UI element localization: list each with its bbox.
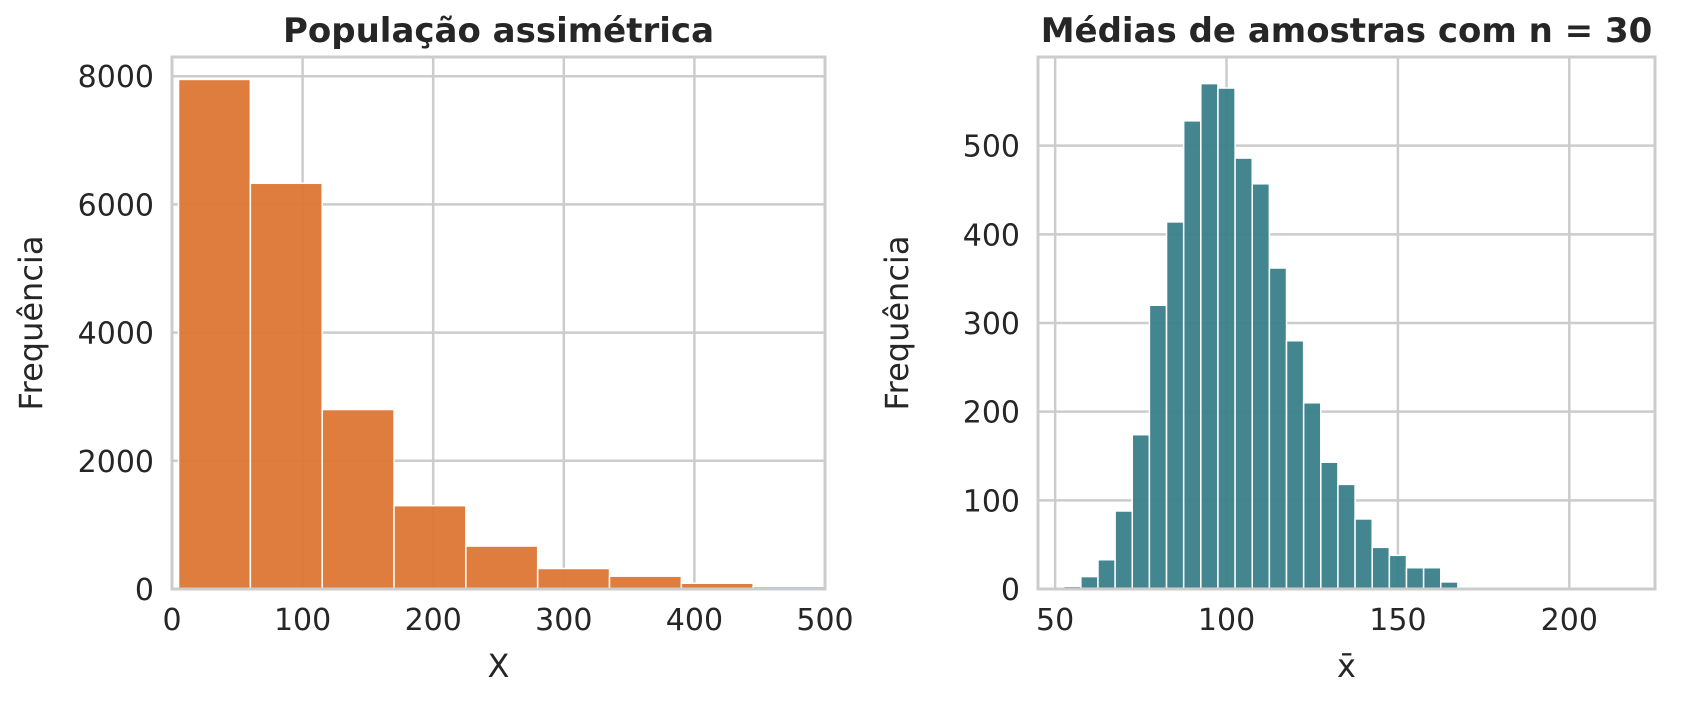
x-tick-labels: 0 100 200 300 400 500 xyxy=(162,603,853,638)
x-tick-label: 300 xyxy=(535,603,592,638)
plot-frame xyxy=(170,55,827,591)
histogram-bar xyxy=(608,575,683,590)
y-tick-label: 400 xyxy=(963,218,1020,253)
y-tick-label: 500 xyxy=(963,130,1020,165)
y-tick-label: 4000 xyxy=(78,317,154,352)
y-tick-labels: 0 2000 4000 6000 8000 xyxy=(78,60,154,608)
x-tick-label: 100 xyxy=(1198,603,1255,638)
y-tick-label: 0 xyxy=(135,573,154,608)
plot-frame xyxy=(1036,55,1657,591)
histogram-bar xyxy=(1354,518,1373,590)
chart-title: População assimétrica xyxy=(283,11,714,51)
x-tick-label: 500 xyxy=(796,603,853,638)
histogram-bar xyxy=(1114,510,1134,590)
y-tick-label: 100 xyxy=(963,484,1020,519)
bars xyxy=(177,78,826,590)
histogram-bar xyxy=(1217,87,1236,590)
histogram-bar xyxy=(1200,82,1219,590)
histogram-bar xyxy=(1337,483,1356,590)
y-tick-label: 0 xyxy=(1001,573,1020,608)
y-tick-labels: 0 100 200 300 400 500 xyxy=(963,130,1020,608)
chart-title: Médias de amostras com n = 30 xyxy=(1041,11,1653,51)
x-tick-label: 100 xyxy=(274,603,331,638)
histogram-bar xyxy=(177,78,252,590)
x-tick-label: 200 xyxy=(405,603,462,638)
histogram-bar xyxy=(1182,120,1202,590)
x-tick-label: 50 xyxy=(1036,603,1074,638)
x-tick-label: 200 xyxy=(1541,603,1598,638)
histogram-bar xyxy=(1302,402,1322,590)
histogram-bar xyxy=(1080,575,1099,590)
y-axis-label: Frequência xyxy=(878,236,916,411)
histogram-bar xyxy=(1234,157,1253,590)
histogram-bar xyxy=(1251,183,1271,590)
y-axis-label: Frequência xyxy=(12,236,50,411)
histogram-bar xyxy=(1405,566,1425,590)
x-tick-label: 400 xyxy=(666,603,723,638)
y-tick-label: 8000 xyxy=(78,60,154,95)
histogram-bar xyxy=(1320,461,1339,590)
y-tick-label: 300 xyxy=(963,307,1020,342)
histogram-bar xyxy=(1422,566,1442,590)
histogram-population: 0 100 200 300 400 500 0 2000 4000 6000 8000 Popul… xyxy=(12,11,854,685)
y-tick-label: 200 xyxy=(963,396,1020,431)
y-tick-label: 2000 xyxy=(78,445,154,480)
histogram-bar xyxy=(393,504,467,590)
histogram-bar xyxy=(465,545,539,590)
histogram-bar xyxy=(1268,267,1288,590)
x-axis-label: x̄ xyxy=(1337,647,1356,685)
histogram-bar xyxy=(1388,554,1408,590)
histogram-bar xyxy=(321,408,395,590)
histogram-bar xyxy=(249,182,323,590)
bars xyxy=(1062,82,1545,590)
histogram-bar xyxy=(1285,339,1305,590)
histogram-bar xyxy=(1097,558,1116,590)
x-tick-labels: 50 100 150 200 xyxy=(1036,603,1598,638)
x-axis-label: X xyxy=(488,647,510,685)
histogram-bar xyxy=(1371,546,1391,590)
histogram-bar xyxy=(1165,221,1185,590)
x-tick-label: 150 xyxy=(1369,603,1426,638)
histogram-bar xyxy=(1148,304,1168,590)
x-tick-label: 0 xyxy=(162,603,181,638)
histogram-bar xyxy=(1131,433,1151,590)
histogram-bar xyxy=(536,567,611,590)
y-tick-label: 6000 xyxy=(78,188,154,223)
histogram-sample-means: 50 100 150 200 0 100 200 300 400 500 Médias de a… xyxy=(878,11,1657,685)
